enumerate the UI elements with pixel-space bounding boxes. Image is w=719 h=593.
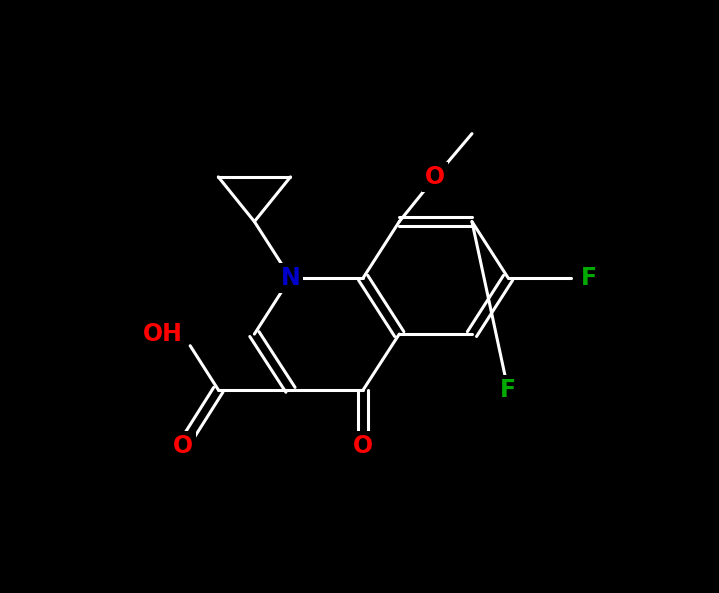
Text: O: O <box>353 434 373 458</box>
Text: F: F <box>500 378 516 402</box>
Text: O: O <box>426 165 445 189</box>
Text: N: N <box>280 266 301 290</box>
Text: OH: OH <box>143 322 183 346</box>
Text: O: O <box>173 434 193 458</box>
Text: F: F <box>581 266 597 290</box>
